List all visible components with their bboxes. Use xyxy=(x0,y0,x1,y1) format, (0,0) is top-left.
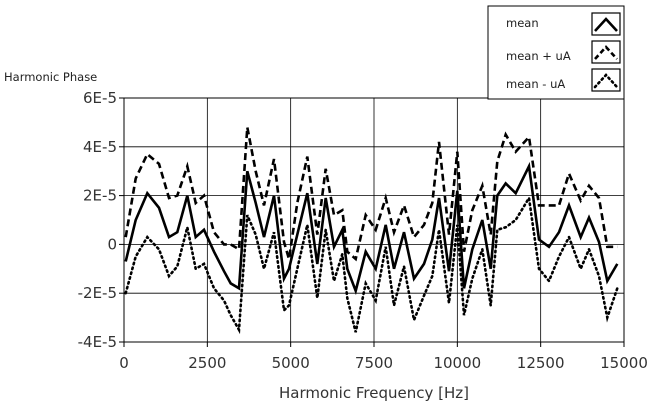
y-tick-label: 6E-5 xyxy=(83,89,117,107)
legend-swatch-mean-minus-ua xyxy=(591,68,621,92)
legend-glyph-mean-minus-ua xyxy=(593,73,619,89)
legend-label-mean-minus-ua: mean - uA xyxy=(506,77,565,91)
x-tick-label: 5000 xyxy=(272,354,310,372)
legend-swatch-mean xyxy=(591,12,621,36)
legend-label-mean: mean xyxy=(506,16,539,30)
y-tick-label: 4E-5 xyxy=(83,138,117,156)
series-line-mean-minus-ua xyxy=(124,194,619,335)
x-tick-label: 15000 xyxy=(600,354,648,372)
y-tick-labels: -4E-5 -2E-5 0 2E-5 4E-5 6E-5 xyxy=(78,89,124,351)
x-tick-label: 10000 xyxy=(433,354,481,372)
legend-glyph-mean xyxy=(594,17,618,32)
x-tick-label: 2500 xyxy=(188,354,226,372)
x-tick-label: 7500 xyxy=(355,354,393,372)
y-tick-label: -4E-5 xyxy=(78,333,117,351)
legend-swatch-mean-plus-ua xyxy=(591,40,621,64)
legend-entry-mean-plus-ua: mean + uA xyxy=(506,40,621,64)
series-layer xyxy=(124,127,619,335)
legend-glyph-mean-plus-ua xyxy=(594,45,618,60)
legend-entry-mean: mean xyxy=(506,12,621,36)
y-tick-label: -2E-5 xyxy=(78,284,117,302)
legend: mean mean + uA mean - uA xyxy=(487,5,625,100)
legend-entry-mean-minus-ua: mean - uA xyxy=(506,68,621,92)
series-line-mean-plus-ua xyxy=(124,127,618,262)
x-tick-label: 0 xyxy=(119,354,129,372)
y-tick-label: 0 xyxy=(107,235,117,253)
y-tick-label: 2E-5 xyxy=(83,187,117,205)
legend-label-mean-plus-ua: mean + uA xyxy=(506,49,571,63)
series-line-mean xyxy=(124,161,619,296)
x-tick-labels: 0 2500 5000 7500 10000 12500 15000 xyxy=(119,342,648,372)
x-tick-label: 12500 xyxy=(517,354,565,372)
y-axis-title: Harmonic Phase xyxy=(4,70,97,84)
grid xyxy=(123,97,625,343)
x-axis-title: Harmonic Frequency [Hz] xyxy=(279,384,469,402)
